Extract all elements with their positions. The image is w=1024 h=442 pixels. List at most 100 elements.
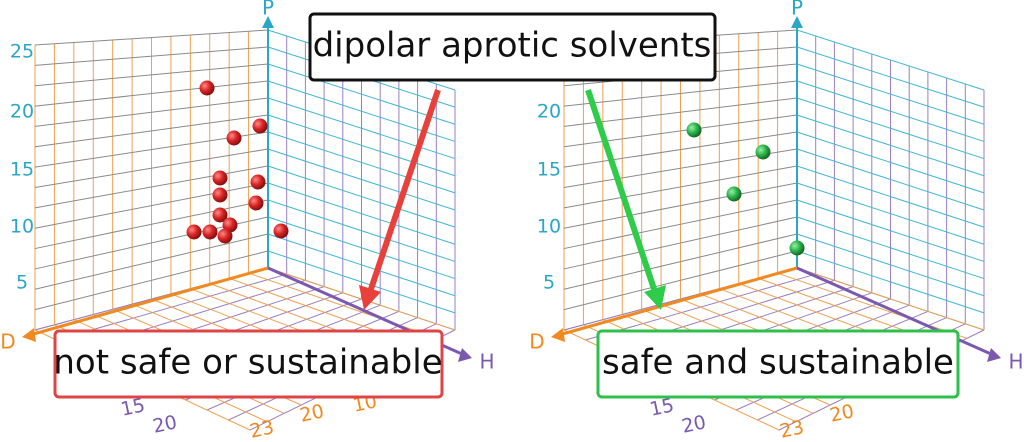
grid-line	[796, 63, 985, 125]
solvent-dot	[226, 130, 242, 146]
annotation-box: dipolar aprotic solvents	[308, 12, 717, 82]
grid-line	[563, 131, 798, 168]
tick-label: 5	[16, 272, 28, 294]
axis-label: H	[1008, 350, 1023, 374]
grid-line	[34, 165, 269, 209]
tick-label: 10	[537, 216, 561, 238]
grid-line	[796, 216, 985, 280]
tick-label: 15	[648, 394, 676, 421]
grid-line	[248, 272, 439, 339]
grid-line	[796, 148, 985, 211]
grid-line	[34, 63, 269, 87]
grid-line	[267, 233, 456, 297]
grid-line	[34, 233, 269, 290]
grid-line	[34, 148, 269, 188]
points	[186, 80, 805, 256]
solvent-dot	[273, 223, 289, 239]
grid-line	[34, 182, 269, 229]
tick-label: 20	[828, 400, 856, 427]
grid-line	[796, 182, 985, 245]
grid-line	[267, 199, 456, 262]
axis-label: D	[529, 330, 544, 354]
grid-line	[796, 97, 985, 160]
solvent-dot	[186, 224, 202, 240]
grid-line	[796, 165, 985, 228]
solvent-dot	[217, 228, 233, 244]
axis-arrow	[551, 328, 565, 342]
tick-label: 5	[543, 272, 555, 294]
tick-label: 15	[537, 159, 561, 181]
tick-label: 23	[248, 416, 276, 442]
axis-label: P	[262, 0, 274, 20]
tick-label: 20	[298, 400, 326, 427]
grid-line	[563, 199, 798, 250]
grid-line	[563, 165, 798, 209]
grid-line	[34, 80, 269, 107]
grid-line	[267, 250, 456, 314]
grid-line	[267, 131, 456, 194]
tick-label: 20	[680, 411, 708, 438]
grid-line	[796, 267, 985, 331]
solvent-dot	[686, 122, 702, 138]
grid-line	[267, 148, 456, 211]
grid-line	[267, 63, 456, 125]
grid-line	[796, 80, 985, 142]
grid-line	[796, 233, 985, 297]
annotation: dipolar aprotic solvents	[313, 26, 712, 66]
grid-line	[563, 182, 798, 229]
grid-line	[563, 233, 798, 290]
grid-line	[267, 165, 456, 228]
solvent-dot	[250, 174, 266, 190]
axis	[29, 266, 269, 337]
axis-arrow	[22, 328, 36, 342]
grid-line	[267, 182, 456, 245]
arrow	[585, 89, 666, 310]
axis-label: P	[791, 0, 803, 20]
axis-arrow	[458, 348, 472, 362]
grid-line	[777, 272, 968, 339]
solvent-dot	[212, 187, 228, 203]
axis-arrow	[791, 16, 803, 28]
solvent-dot	[726, 186, 742, 202]
arrow	[359, 89, 441, 310]
solvent-dot	[789, 240, 805, 256]
grid-line	[796, 250, 985, 314]
grid-line	[34, 46, 269, 66]
grid-line	[34, 199, 269, 250]
solvent-dot	[202, 224, 218, 240]
axis	[558, 266, 798, 337]
grid-line	[34, 114, 269, 148]
tick-label: 10	[10, 216, 34, 238]
axis-label: H	[479, 350, 494, 374]
solvent-dot	[252, 118, 268, 134]
grid-line	[563, 97, 798, 127]
axis-arrow	[987, 348, 1001, 362]
grid-line	[563, 80, 798, 107]
tick-label: 20	[151, 411, 179, 438]
solvent-dot	[248, 195, 264, 211]
solvent-dot	[199, 80, 215, 96]
tick-label: 25	[10, 41, 34, 63]
label-box: not safe or sustainable	[53, 329, 444, 399]
grid-line	[796, 131, 985, 194]
grid-line	[796, 46, 985, 108]
grid-line	[267, 97, 456, 160]
solvent-dot	[212, 207, 228, 223]
grid-line	[563, 216, 798, 270]
label-box: safe and sustainable	[596, 329, 960, 399]
grid-line	[796, 199, 985, 262]
axis-arrow	[262, 16, 274, 28]
grid-line	[34, 97, 269, 127]
grid-line	[34, 29, 269, 46]
grid-line	[563, 250, 798, 311]
grid-line	[267, 216, 456, 280]
tick-label: 20	[10, 101, 34, 123]
grid-line	[796, 29, 985, 91]
solvent-dot	[755, 144, 771, 160]
panel-label: not safe or sustainable	[53, 343, 442, 383]
tick-label: 15	[119, 394, 147, 421]
grid-line	[267, 267, 456, 331]
panel-label: safe and sustainable	[602, 343, 954, 383]
